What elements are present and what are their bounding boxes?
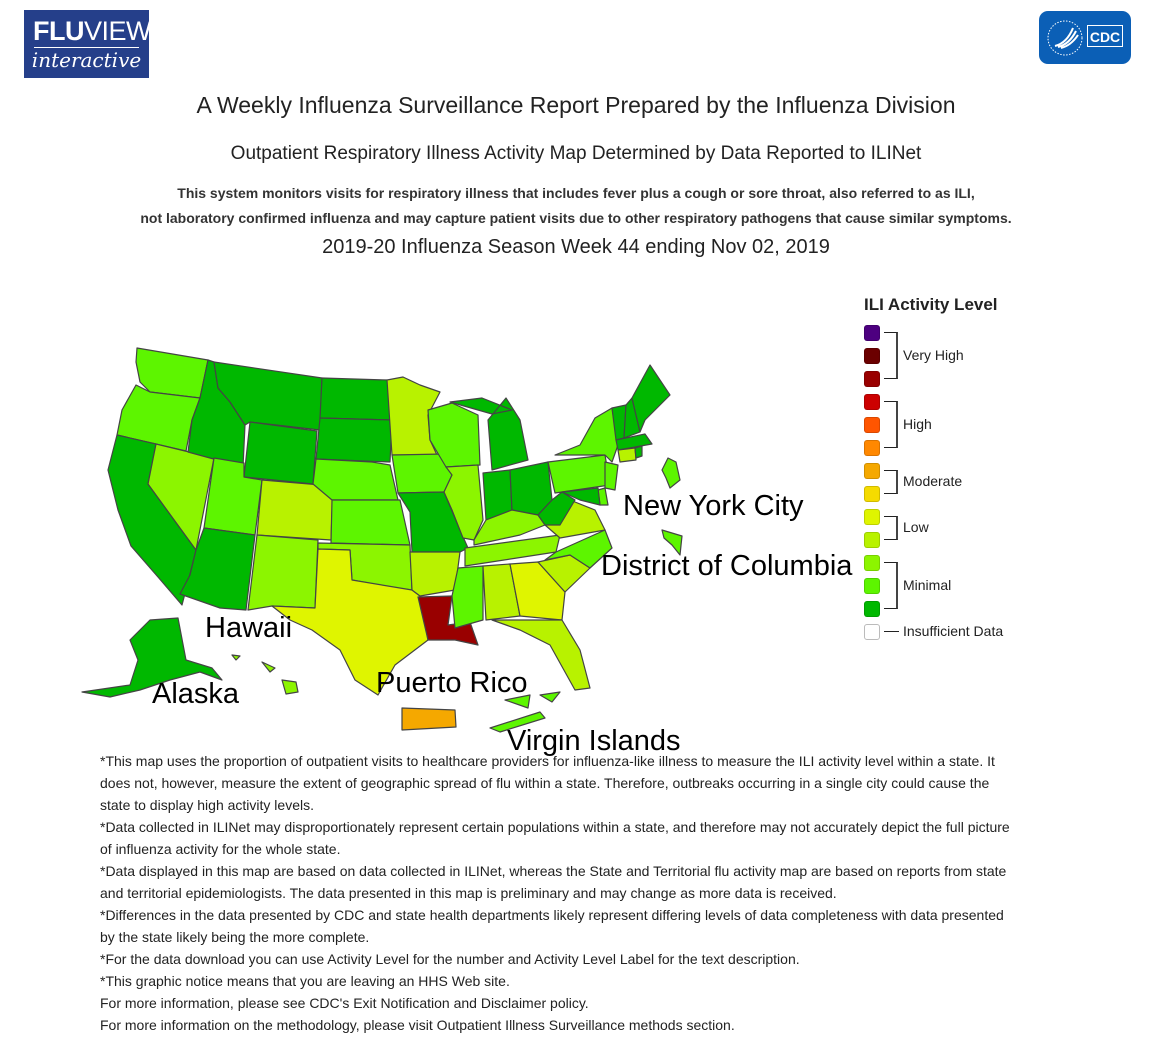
- fluview-logo-divider: [34, 47, 139, 48]
- state-north-dakota[interactable]: [319, 377, 393, 421]
- label-puerto-rico: Puerto Rico: [376, 667, 528, 699]
- state-hawaii[interactable]: [231, 654, 299, 695]
- label-alaska: Alaska: [152, 678, 240, 710]
- hhs-eagle-icon: [1047, 20, 1083, 56]
- label-hawaii: Hawaii: [205, 612, 293, 644]
- state-new-jersey[interactable]: [604, 461, 619, 491]
- very-high-bracket: [884, 332, 898, 379]
- state-wyoming[interactable]: [243, 421, 318, 485]
- moderate-bracket: [884, 470, 898, 494]
- swatch-level-7: [864, 463, 880, 479]
- state-massachusetts[interactable]: [615, 433, 653, 451]
- label-virgin-islands: Virgin Islands: [507, 725, 681, 757]
- swatch-level-9: [864, 417, 880, 433]
- state-arizona[interactable]: [179, 527, 256, 611]
- state-nebraska[interactable]: [312, 458, 399, 501]
- swatch-level-11: [864, 371, 880, 387]
- state-arkansas[interactable]: [409, 551, 461, 597]
- state-mississippi[interactable]: [451, 565, 484, 629]
- description-line-1: This system monitors visits for respirat…: [177, 185, 975, 201]
- label-district-of-columbia: District of Columbia: [601, 550, 853, 582]
- state-maryland[interactable]: [561, 487, 601, 506]
- state-michigan[interactable]: [449, 397, 529, 471]
- region-new-york-city[interactable]: [661, 457, 681, 489]
- territory-virgin-islands[interactable]: [489, 691, 561, 733]
- note-exit-notification[interactable]: For more information, please see CDC's E…: [100, 995, 589, 1011]
- state-rhode-island[interactable]: [634, 445, 643, 459]
- fluview-logo-title: FLUVIEW: [33, 16, 152, 46]
- legend-title: ILI Activity Level: [864, 295, 998, 314]
- swatch-level-5: [864, 509, 880, 525]
- note-4: *Differences in the data presented by CD…: [100, 907, 1004, 945]
- note-5: *For the data download you can use Activ…: [100, 951, 800, 967]
- territory-puerto-rico[interactable]: [401, 707, 457, 731]
- swatch-insufficient-data: [864, 624, 880, 640]
- legend-label-insufficient-data: Insufficient Data: [903, 623, 1004, 639]
- cdc-wordmark: CDC: [1087, 25, 1123, 47]
- description-line-2: not laboratory confirmed influenza and m…: [140, 210, 1012, 226]
- state-florida[interactable]: [491, 619, 591, 691]
- swatch-level-10: [864, 394, 880, 410]
- swatch-level-3: [864, 555, 880, 571]
- note-1: *This map uses the proportion of outpati…: [100, 753, 995, 813]
- note-6: *This graphic notice means that you are …: [100, 973, 510, 989]
- state-west-virginia[interactable]: [537, 491, 576, 526]
- map-description: This system monitors visits for respirat…: [0, 181, 1152, 231]
- swatch-level-6: [864, 486, 880, 502]
- state-texas[interactable]: [271, 548, 429, 696]
- legend-label-low: Low: [903, 519, 929, 535]
- us-ili-activity-map: [81, 347, 683, 733]
- label-new-york-city: New York City: [623, 490, 804, 522]
- swatch-level-4: [864, 532, 880, 548]
- swatch-level-8: [864, 440, 880, 456]
- fluview-logo[interactable]: FLUVIEW interactive: [24, 10, 152, 78]
- note-methodology[interactable]: For more information on the methodology,…: [100, 1017, 735, 1033]
- minimal-bracket: [884, 562, 898, 609]
- state-alaska[interactable]: [81, 617, 223, 698]
- state-new-york[interactable]: [554, 407, 619, 463]
- swatch-level-12: [864, 348, 880, 364]
- state-south-dakota[interactable]: [315, 417, 393, 463]
- state-connecticut[interactable]: [617, 447, 637, 463]
- high-bracket: [884, 401, 898, 448]
- swatch-level-2: [864, 578, 880, 594]
- insufficient-data-dash: [884, 631, 899, 632]
- state-louisiana[interactable]: [417, 595, 479, 646]
- fluview-logo-subtitle: interactive: [31, 48, 142, 72]
- legend-label-high: High: [903, 416, 932, 432]
- season-week-title: 2019-20 Influenza Season Week 44 ending …: [322, 236, 830, 258]
- region-district-of-columbia[interactable]: [661, 529, 683, 556]
- state-oregon[interactable]: [116, 384, 201, 452]
- state-maine[interactable]: [631, 364, 671, 433]
- map-subtitle: Outpatient Respiratory Illness Activity …: [230, 143, 922, 164]
- legend-label-moderate: Moderate: [903, 473, 963, 489]
- legend-label-minimal: Minimal: [903, 577, 952, 593]
- swatch-level-13: [864, 325, 880, 341]
- state-illinois[interactable]: [443, 464, 484, 541]
- swatch-level-1: [864, 601, 880, 617]
- note-3: *Data displayed in this map are based on…: [100, 863, 1007, 901]
- state-kansas[interactable]: [330, 499, 411, 546]
- footnotes: *This map uses the proportion of outpati…: [100, 750, 1010, 1036]
- state-georgia[interactable]: [509, 561, 566, 621]
- state-pennsylvania[interactable]: [547, 454, 611, 494]
- page-title: A Weekly Influenza Surveillance Report P…: [196, 92, 956, 118]
- note-2: *Data collected in ILINet may disproport…: [100, 819, 1010, 857]
- low-bracket: [884, 516, 898, 540]
- legend-label-very-high: Very High: [903, 347, 964, 363]
- cdc-logo[interactable]: CDC: [1039, 11, 1131, 64]
- state-new-mexico[interactable]: [247, 534, 319, 611]
